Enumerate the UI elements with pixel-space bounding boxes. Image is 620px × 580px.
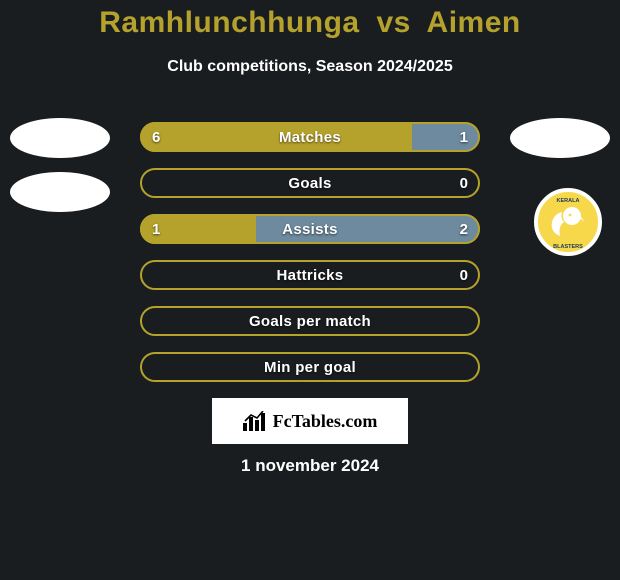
stat-label: Goals xyxy=(140,168,480,198)
stat-bars: 61Matches 0Goals 12Assists 0Hattricks Goals … xyxy=(140,122,480,398)
watermark: FcTables.com xyxy=(212,398,408,444)
stat-label: Min per goal xyxy=(140,352,480,382)
svg-text:KERALA: KERALA xyxy=(557,198,580,204)
stat-bar: 0Hattricks xyxy=(140,260,480,290)
watermark-text: FcTables.com xyxy=(273,411,378,432)
date-label: 1 november 2024 xyxy=(0,456,620,476)
stat-bar: 0Goals xyxy=(140,168,480,198)
stat-label: Hattricks xyxy=(140,260,480,290)
right-team-badge xyxy=(510,118,610,158)
stat-bar: Goals per match xyxy=(140,306,480,336)
comparison-title: Ramhlunchhunga vs Aimen xyxy=(0,0,620,40)
stat-label: Goals per match xyxy=(140,306,480,336)
player2-name: Aimen xyxy=(427,6,521,39)
left-team-badge xyxy=(10,172,110,212)
right-club-logo: KERALA BLASTERS xyxy=(534,188,602,256)
svg-text:BLASTERS: BLASTERS xyxy=(553,244,583,250)
left-team-badge xyxy=(10,118,110,158)
player1-name: Ramhlunchhunga xyxy=(99,6,359,39)
stat-bar: Min per goal xyxy=(140,352,480,382)
subtitle: Club competitions, Season 2024/2025 xyxy=(0,58,620,76)
watermark-icon xyxy=(243,411,267,431)
stat-label: Matches xyxy=(140,122,480,152)
vs-label: vs xyxy=(376,6,410,39)
stat-label: Assists xyxy=(140,214,480,244)
stat-bar: 12Assists xyxy=(140,214,480,244)
stat-bar: 61Matches xyxy=(140,122,480,152)
